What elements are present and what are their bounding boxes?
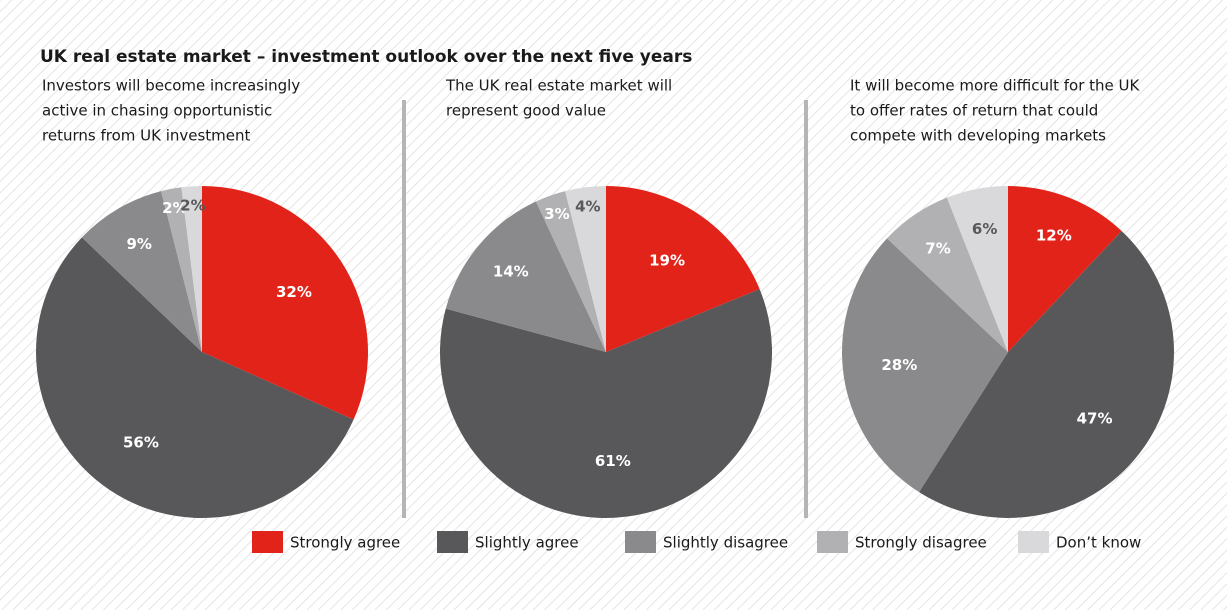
legend-swatch	[252, 531, 283, 553]
slice-label: 19%	[649, 252, 685, 270]
legend-swatch	[437, 531, 468, 553]
pie-slice	[35, 237, 354, 519]
legend-label: Slightly agree	[475, 534, 579, 552]
pie-slice	[919, 230, 1174, 518]
pie-title: The UK real estate market will	[445, 77, 672, 95]
legend-swatch	[625, 531, 656, 553]
slice-label: 4%	[575, 198, 600, 216]
slice-label: 28%	[881, 356, 917, 374]
pie-slice	[535, 191, 606, 352]
slice-label: 9%	[126, 235, 151, 253]
legend-label: Strongly disagree	[855, 534, 987, 552]
pie-title: It will become more difficult for the UK	[850, 77, 1141, 95]
pie-title: compete with developing markets	[850, 127, 1106, 145]
legend-label: Don’t know	[1056, 534, 1141, 552]
pie-slice	[841, 238, 1008, 493]
slice-label: 12%	[1036, 227, 1072, 245]
slice-label: 14%	[493, 262, 529, 280]
pie-slice	[181, 186, 202, 352]
pie-slice	[445, 201, 606, 352]
page-title: UK real estate market – investment outlo…	[40, 47, 692, 67]
slice-label: 7%	[925, 240, 950, 258]
pie-title: returns from UK investment	[42, 127, 251, 145]
pie-title: Investors will become increasingly	[42, 77, 300, 95]
pie-title: to offer rates of return that could	[850, 102, 1098, 120]
slice-label: 3%	[544, 205, 569, 223]
legend-swatch	[1018, 531, 1049, 553]
slice-label: 61%	[595, 452, 631, 470]
slice-label: 47%	[1077, 410, 1113, 428]
pie-slice	[81, 191, 202, 352]
pie-slice	[202, 186, 368, 420]
slice-label: 2%	[162, 199, 187, 217]
pie-slice	[440, 289, 772, 518]
legend-label: Strongly agree	[290, 534, 400, 552]
pie-slice	[565, 186, 606, 352]
pie-slice	[161, 187, 202, 352]
pie-slice	[946, 186, 1008, 352]
slice-label: 32%	[276, 283, 312, 301]
slice-label: 6%	[972, 220, 997, 238]
legend-swatch	[817, 531, 848, 553]
pie-slice	[606, 186, 760, 352]
pie-title: active in chasing opportunistic	[42, 102, 272, 120]
slice-label: 2%	[180, 197, 205, 215]
legend-label: Slightly disagree	[663, 534, 788, 552]
pie-title: represent good value	[446, 102, 606, 120]
pie-slice	[1008, 186, 1122, 352]
slice-label: 56%	[123, 433, 159, 451]
pie-slice	[886, 197, 1008, 352]
